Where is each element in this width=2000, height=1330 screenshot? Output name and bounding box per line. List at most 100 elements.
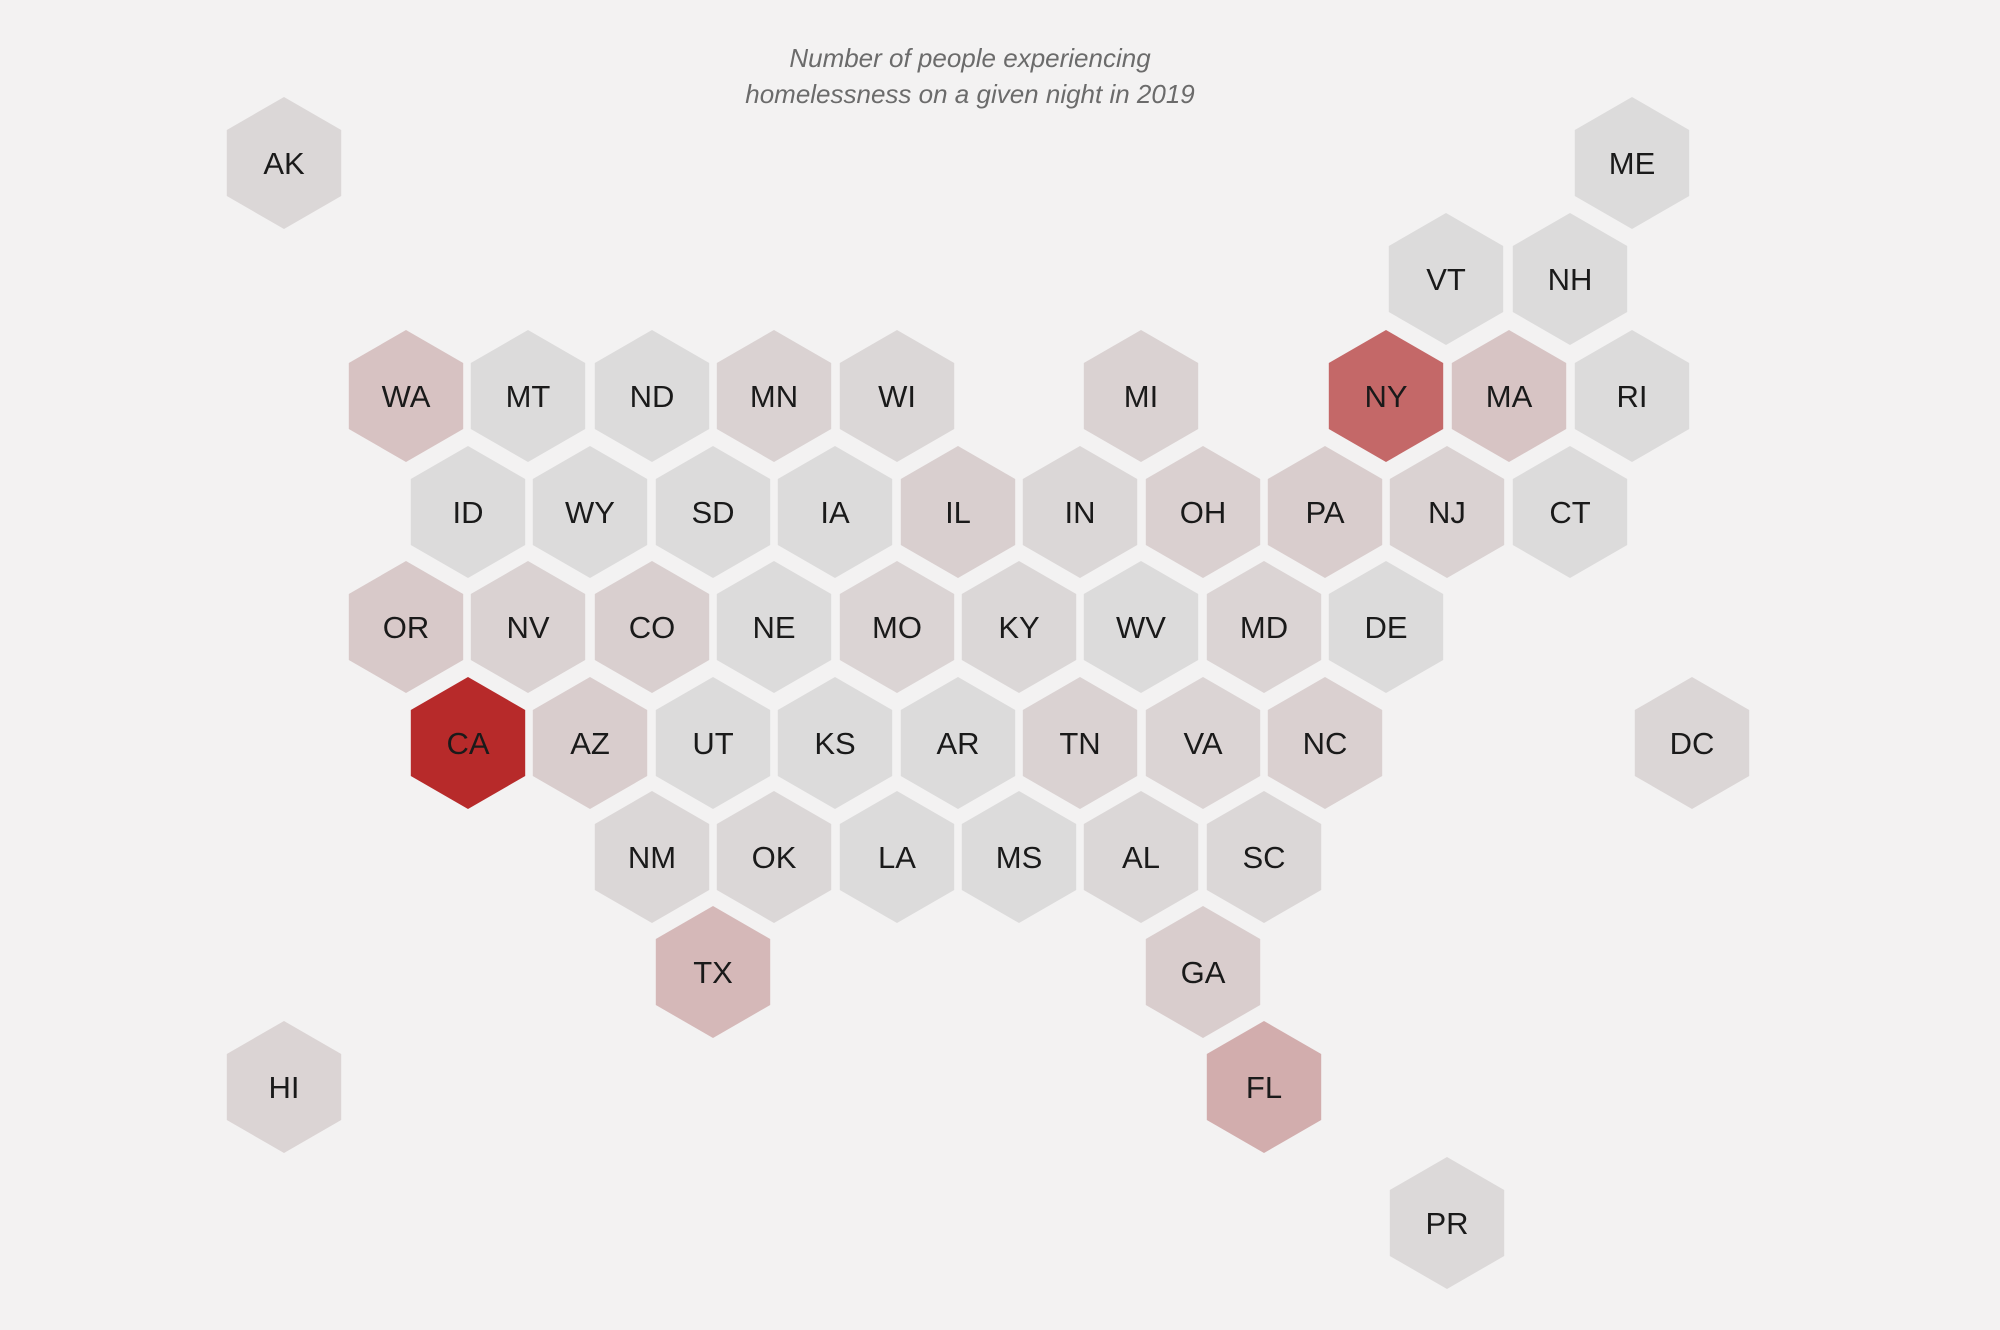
state-hex-nm[interactable]: [594, 791, 710, 923]
state-tile-hi[interactable]: HI: [226, 1021, 342, 1153]
state-hex-oh[interactable]: [1145, 446, 1261, 578]
state-tile-ca[interactable]: CA: [410, 677, 526, 809]
state-hex-ga[interactable]: [1145, 906, 1261, 1038]
state-tile-ks[interactable]: KS: [777, 677, 893, 809]
state-tile-wi[interactable]: WI: [839, 330, 955, 462]
state-tile-pr[interactable]: PR: [1389, 1157, 1505, 1289]
state-hex-wa[interactable]: [348, 330, 464, 462]
state-hex-md[interactable]: [1206, 561, 1322, 693]
state-tile-me[interactable]: ME: [1574, 97, 1690, 229]
state-hex-al[interactable]: [1083, 791, 1199, 923]
state-tile-ma[interactable]: MA: [1451, 330, 1567, 462]
state-tile-va[interactable]: VA: [1145, 677, 1261, 809]
state-tile-ok[interactable]: OK: [716, 791, 832, 923]
state-tile-il[interactable]: IL: [900, 446, 1016, 578]
state-hex-va[interactable]: [1145, 677, 1261, 809]
state-tile-ut[interactable]: UT: [655, 677, 771, 809]
state-tile-fl[interactable]: FL: [1206, 1021, 1322, 1153]
state-tile-tn[interactable]: TN: [1022, 677, 1138, 809]
state-hex-hi[interactable]: [226, 1021, 342, 1153]
state-hex-nc[interactable]: [1267, 677, 1383, 809]
state-tile-tx[interactable]: TX: [655, 906, 771, 1038]
state-hex-or[interactable]: [348, 561, 464, 693]
state-hex-sc[interactable]: [1206, 791, 1322, 923]
state-hex-ia[interactable]: [777, 446, 893, 578]
state-tile-nm[interactable]: NM: [594, 791, 710, 923]
state-hex-tx[interactable]: [655, 906, 771, 1038]
state-hex-ks[interactable]: [777, 677, 893, 809]
state-hex-az[interactable]: [532, 677, 648, 809]
state-tile-or[interactable]: OR: [348, 561, 464, 693]
state-hex-co[interactable]: [594, 561, 710, 693]
state-tile-mi[interactable]: MI: [1083, 330, 1199, 462]
state-hex-ok[interactable]: [716, 791, 832, 923]
state-tile-id[interactable]: ID: [410, 446, 526, 578]
state-hex-dc[interactable]: [1634, 677, 1750, 809]
state-hex-mn[interactable]: [716, 330, 832, 462]
state-hex-ny[interactable]: [1328, 330, 1444, 462]
state-hex-fl[interactable]: [1206, 1021, 1322, 1153]
state-hex-nd[interactable]: [594, 330, 710, 462]
state-hex-nj[interactable]: [1389, 446, 1505, 578]
state-tile-ak[interactable]: AK: [226, 97, 342, 229]
state-tile-nj[interactable]: NJ: [1389, 446, 1505, 578]
state-tile-nh[interactable]: NH: [1512, 213, 1628, 345]
state-tile-in[interactable]: IN: [1022, 446, 1138, 578]
state-hex-vt[interactable]: [1388, 213, 1504, 345]
state-tile-nc[interactable]: NC: [1267, 677, 1383, 809]
state-hex-ar[interactable]: [900, 677, 1016, 809]
state-hex-ak[interactable]: [226, 97, 342, 229]
state-tile-mn[interactable]: MN: [716, 330, 832, 462]
state-tile-ct[interactable]: CT: [1512, 446, 1628, 578]
state-hex-nh[interactable]: [1512, 213, 1628, 345]
state-hex-la[interactable]: [839, 791, 955, 923]
state-hex-wv[interactable]: [1083, 561, 1199, 693]
state-tile-mo[interactable]: MO: [839, 561, 955, 693]
state-hex-me[interactable]: [1574, 97, 1690, 229]
state-hex-ma[interactable]: [1451, 330, 1567, 462]
state-tile-az[interactable]: AZ: [532, 677, 648, 809]
state-hex-mo[interactable]: [839, 561, 955, 693]
state-tile-ri[interactable]: RI: [1574, 330, 1690, 462]
state-hex-il[interactable]: [900, 446, 1016, 578]
state-tile-vt[interactable]: VT: [1388, 213, 1504, 345]
state-tile-sc[interactable]: SC: [1206, 791, 1322, 923]
state-hex-wi[interactable]: [839, 330, 955, 462]
state-hex-mi[interactable]: [1083, 330, 1199, 462]
state-tile-md[interactable]: MD: [1206, 561, 1322, 693]
state-tile-wa[interactable]: WA: [348, 330, 464, 462]
state-tile-sd[interactable]: SD: [655, 446, 771, 578]
state-hex-sd[interactable]: [655, 446, 771, 578]
state-tile-co[interactable]: CO: [594, 561, 710, 693]
state-tile-ky[interactable]: KY: [961, 561, 1077, 693]
state-hex-tn[interactable]: [1022, 677, 1138, 809]
state-hex-ms[interactable]: [961, 791, 1077, 923]
state-tile-ga[interactable]: GA: [1145, 906, 1261, 1038]
state-hex-wy[interactable]: [532, 446, 648, 578]
state-tile-la[interactable]: LA: [839, 791, 955, 923]
state-hex-pr[interactable]: [1389, 1157, 1505, 1289]
state-tile-nv[interactable]: NV: [470, 561, 586, 693]
state-hex-id[interactable]: [410, 446, 526, 578]
state-tile-al[interactable]: AL: [1083, 791, 1199, 923]
state-hex-ut[interactable]: [655, 677, 771, 809]
state-hex-ca[interactable]: [410, 677, 526, 809]
state-hex-ri[interactable]: [1574, 330, 1690, 462]
state-tile-dc[interactable]: DC: [1634, 677, 1750, 809]
state-tile-pa[interactable]: PA: [1267, 446, 1383, 578]
state-hex-ne[interactable]: [716, 561, 832, 693]
state-hex-mt[interactable]: [470, 330, 586, 462]
state-tile-ar[interactable]: AR: [900, 677, 1016, 809]
state-hex-pa[interactable]: [1267, 446, 1383, 578]
state-hex-in[interactable]: [1022, 446, 1138, 578]
state-hex-nv[interactable]: [470, 561, 586, 693]
state-hex-ky[interactable]: [961, 561, 1077, 693]
state-tile-ny[interactable]: NY: [1328, 330, 1444, 462]
state-tile-ne[interactable]: NE: [716, 561, 832, 693]
state-tile-ms[interactable]: MS: [961, 791, 1077, 923]
state-tile-oh[interactable]: OH: [1145, 446, 1261, 578]
state-tile-mt[interactable]: MT: [470, 330, 586, 462]
state-tile-ia[interactable]: IA: [777, 446, 893, 578]
state-hex-de[interactable]: [1328, 561, 1444, 693]
state-tile-wv[interactable]: WV: [1083, 561, 1199, 693]
